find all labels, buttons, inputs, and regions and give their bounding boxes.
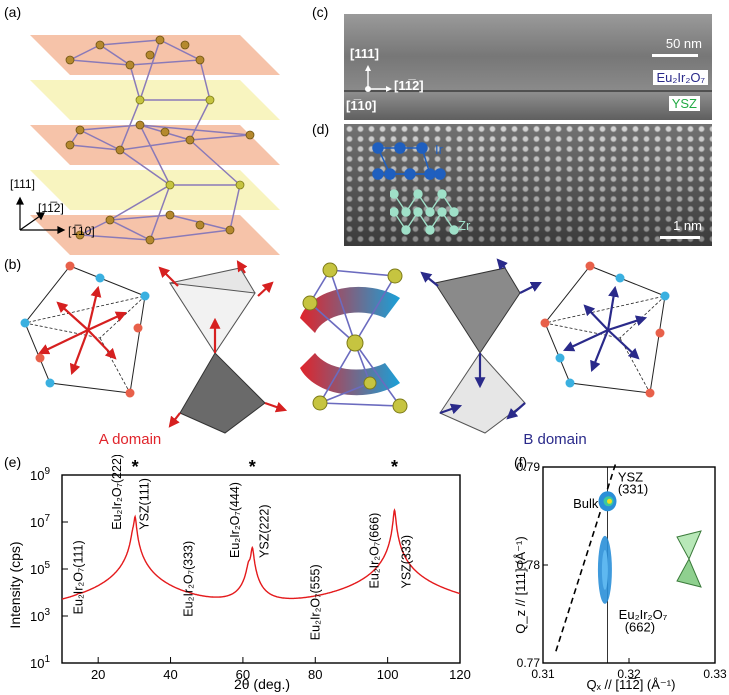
peak-label: Eu₂Ir₂O₇(555) — [308, 564, 322, 640]
film-label: Eu₂Ir₂O₇ — [619, 607, 668, 622]
substrate-label: YSZ — [668, 96, 700, 111]
tem-image-high-res: Ir Zr 1 nm — [344, 124, 712, 246]
scale-bar — [660, 236, 700, 239]
a-domain-cube — [20, 261, 150, 398]
panel-label-a: (a) — [4, 4, 22, 20]
b-domain-label: B domain — [523, 431, 586, 448]
axes — [16, 196, 66, 234]
scale-bar-label: 50 nm — [665, 36, 702, 51]
x-axis-label: 2θ (deg.) — [234, 676, 290, 692]
a-domain-bipyramid — [158, 260, 288, 434]
x-tick-label: 0.32 — [617, 667, 641, 681]
xrd-chart: Intensity (cps) 2θ (deg.) 20 40 60 80 100 120… — [7, 455, 471, 692]
interface-line — [344, 90, 712, 92]
panel-label-d: (d) — [312, 121, 330, 137]
y-tick-label: 0.79 — [517, 460, 541, 474]
rsm-chart: Q_z // [111] (Å⁻¹) Qₓ // [11̅2] (Å⁻¹) 0.… — [513, 460, 727, 692]
axis-11m2-label: [11̅2] — [38, 201, 64, 215]
domain-schematic: A domain B domain — [20, 258, 670, 448]
inset-top — [676, 530, 702, 561]
panel-label-f: (f) — [514, 454, 528, 470]
x-tick-label: 20 — [91, 667, 105, 682]
peak-label: YSZ(222) — [258, 504, 272, 558]
center-tetrahedra — [300, 262, 408, 414]
y-tick-label: 109 — [30, 466, 50, 483]
x-tick-label: 100 — [377, 667, 399, 682]
direction-arrows — [365, 65, 392, 92]
x-tick-label: 60 — [236, 667, 250, 682]
scale-bar-label: 1 nm — [673, 218, 702, 233]
b-domain-bipyramid — [420, 258, 542, 434]
x-axis-label-text: 2θ (deg.) — [234, 676, 290, 692]
inset-bipyramid — [676, 530, 702, 588]
peak-label: Eu₂Ir₂O₇(666) — [368, 513, 382, 589]
crystal-structure-diagram: [111] [11̅2] [1̅10] — [10, 35, 280, 255]
peak-label: Eu₂Ir₂O₇(444) — [228, 482, 242, 558]
substrate-star: * — [132, 457, 139, 477]
zr-model — [390, 189, 459, 235]
zr-label: Zr — [458, 218, 471, 233]
substrate-star: * — [391, 457, 398, 477]
ir-model — [372, 142, 446, 180]
panel-label-b: (b) — [4, 256, 22, 272]
peak-label: YSZ(111) — [137, 478, 151, 530]
ir-atoms — [65, 35, 255, 245]
x-tick-label: 0.33 — [703, 667, 727, 681]
y-axis-label: Q_z // [111] (Å⁻¹) — [513, 536, 528, 633]
peak-label: Eu₂Ir₂O₇(111) — [72, 540, 86, 614]
ysz-peak-core — [607, 498, 612, 504]
dir-1m10-label: [1̅10] — [346, 98, 377, 113]
panel-label-c: (c) — [312, 4, 329, 20]
y-axis-label: Intensity (cps) — [7, 541, 23, 628]
ysz-label-hkl: (331) — [618, 481, 648, 496]
xrd-curve — [61, 508, 461, 600]
y-tick-label: 101 — [30, 654, 50, 671]
dir-111-label: [111] — [350, 46, 379, 61]
ir-label: Ir — [435, 142, 443, 157]
ysz-label: YSZ — [618, 470, 643, 485]
film-peak-core — [601, 549, 608, 590]
y-tick-label: 105 — [30, 560, 50, 577]
x-tick-label: 120 — [449, 667, 471, 682]
a-domain-label: A domain — [99, 431, 162, 448]
x-tick-label: 40 — [163, 667, 177, 682]
x-axis-label: Qₓ // [11̅2] (Å⁻¹) — [587, 677, 676, 692]
axis-111-label: [111] — [10, 177, 35, 191]
dir-11m2-label: [11̅2] — [394, 78, 424, 93]
y-tick-label: 0.77 — [517, 656, 541, 670]
peak-label: Eu₂Ir₂O₇(333) — [181, 541, 195, 617]
b-domain-cube — [540, 261, 670, 398]
substrate-star: * — [249, 457, 256, 477]
y-tick-label: 107 — [30, 513, 50, 530]
axis-1m10-label: [1̅10] — [68, 224, 95, 238]
film-label-hkl: (662) — [625, 620, 655, 635]
x-tick-label: 80 — [308, 667, 322, 682]
panel-label-e: (e) — [4, 454, 22, 470]
peak-label: YSZ(333) — [399, 535, 413, 589]
x-tick-label: 0.31 — [531, 667, 555, 681]
tem-image-low-mag: 50 nm [111] [11̅2] [1̅10] Eu₂Ir₂O₇ YSZ — [344, 14, 712, 120]
inset-bottom — [676, 557, 702, 588]
y-tick-label: 103 — [30, 607, 50, 624]
bulk-label: Bulk — [573, 496, 599, 511]
eu-atoms — [135, 95, 245, 190]
y-tick-label: 0.78 — [517, 558, 541, 572]
peak-label: Eu₂Ir₂O₇(222) — [110, 455, 124, 530]
scale-bar — [652, 54, 698, 57]
film-label: Eu₂Ir₂O₇ — [653, 70, 708, 85]
